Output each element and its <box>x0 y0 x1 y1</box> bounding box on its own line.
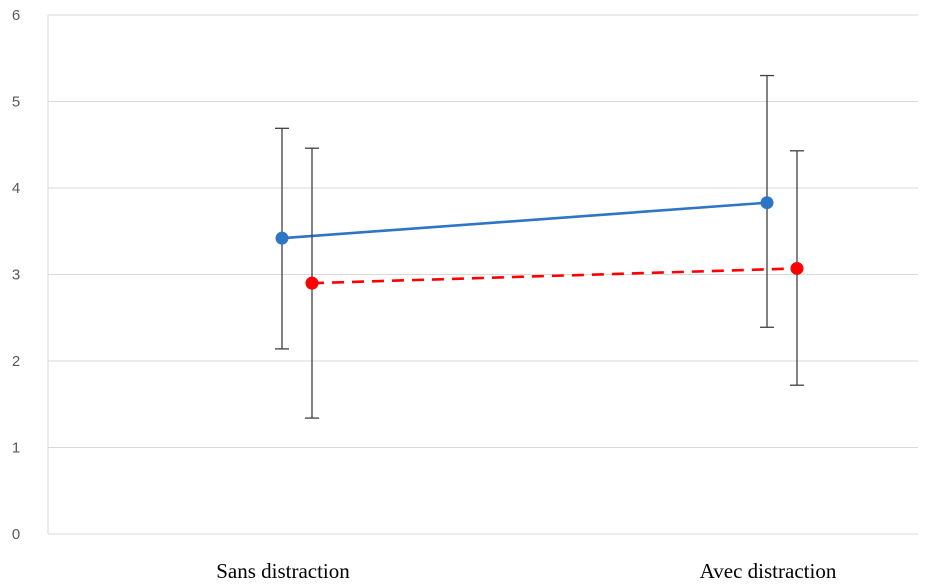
x-tick-label: Sans distraction <box>216 559 350 583</box>
series-0 <box>275 74 774 350</box>
y-tick-label: 6 <box>12 7 20 24</box>
gridlines <box>47 14 918 535</box>
x-axis-ticks: Sans distraction Avec distraction <box>216 559 837 583</box>
series-line <box>311 267 798 285</box>
series-line <box>281 201 768 240</box>
series-1 <box>305 147 804 419</box>
y-tick-label: 3 <box>12 267 20 284</box>
y-tick-label: 5 <box>12 94 20 111</box>
y-tick-label: 4 <box>12 180 20 197</box>
data-point <box>275 231 289 245</box>
x-tick-label: Avec distraction <box>700 559 837 583</box>
y-tick-label: 1 <box>12 440 20 457</box>
y-axis-ticks: 0 1 2 3 4 5 6 <box>12 7 20 543</box>
y-tick-label: 2 <box>12 353 20 370</box>
data-point <box>790 261 804 275</box>
data-point <box>305 276 319 290</box>
series-layer <box>275 74 804 419</box>
y-tick-label: 0 <box>12 526 20 543</box>
data-point <box>760 196 774 210</box>
